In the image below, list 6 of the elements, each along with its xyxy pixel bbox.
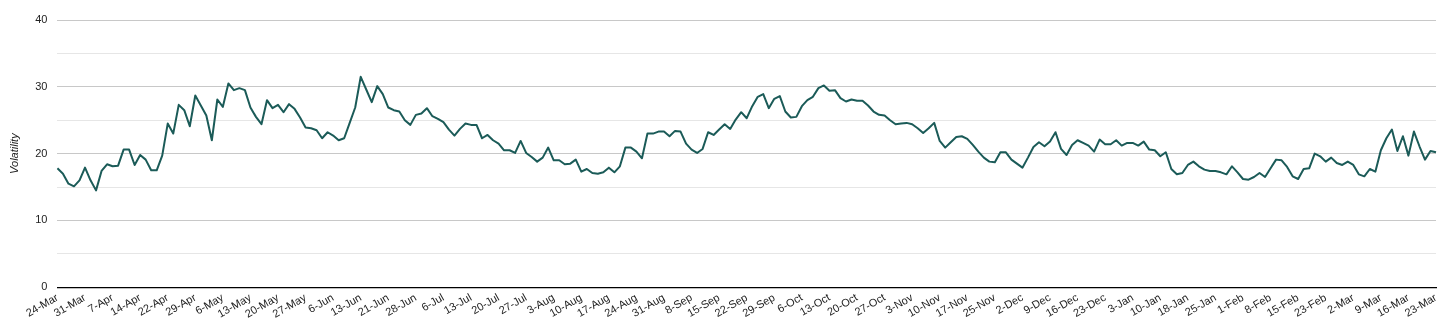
y-axis-title: Volatility	[7, 131, 20, 174]
y-tick-label: 40	[35, 13, 48, 26]
y-tick-label: 10	[35, 213, 48, 226]
y-tick-label: 0	[41, 280, 48, 293]
y-tick-label: 20	[35, 146, 48, 159]
y-tick-label: 30	[35, 79, 48, 92]
